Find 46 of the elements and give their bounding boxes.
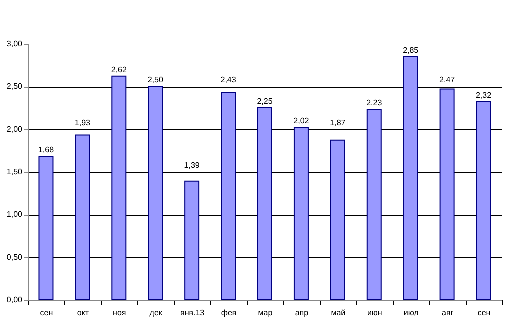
x-tick-label: фев [221,308,237,318]
data-label: 1,39 [184,161,200,170]
data-label: 2,47 [440,76,456,85]
bar [184,180,200,300]
bar [38,156,54,300]
x-tick-label: ноя [113,308,126,318]
x-tick-label: окт [77,308,90,318]
data-label: 2,62 [111,65,128,74]
bar [221,92,236,300]
x-tick-label: апр [295,308,310,318]
y-tick-label: 0,50 [6,252,24,262]
data-label: 1,87 [330,118,346,128]
data-label: 2,02 [294,116,310,126]
y-tick-label: 1,50 [6,168,24,176]
x-tick-label: май [331,308,346,318]
data-label: 2,43 [220,76,237,85]
bar [476,102,492,300]
x-tick-label: сен [40,308,54,318]
data-label: 2,32 [476,91,492,100]
x-tick-label: сен [478,308,491,318]
data-label: 2,23 [366,98,383,108]
x-tick-label: дек [150,308,163,318]
bar [366,109,382,300]
y-tick-label: 1,00 [6,210,24,220]
bar [112,76,127,300]
bar [258,108,272,300]
y-tick-label: 2,00 [6,124,24,134]
y-tick-label: 2,50 [6,82,24,92]
bar [294,127,309,300]
x-tick-label: янв.13 [180,308,206,318]
data-label: 2,50 [148,76,164,85]
bar [440,88,455,300]
bar [330,140,346,300]
x-tick-label: авг [442,308,454,318]
x-tick-label: июл [404,308,420,318]
data-label: 2,85 [403,46,420,55]
y-tick-label: 3,00 [6,40,24,48]
data-label: 2,25 [257,97,274,106]
data-label: 1,93 [74,118,92,128]
y-tick-label: 0,00 [6,296,24,304]
bar [403,56,418,300]
x-tick-label: июн [367,308,382,318]
bar [75,134,90,300]
data-label: 1,68 [38,146,55,155]
x-tick-label: мар [258,308,274,318]
bar [148,86,164,300]
